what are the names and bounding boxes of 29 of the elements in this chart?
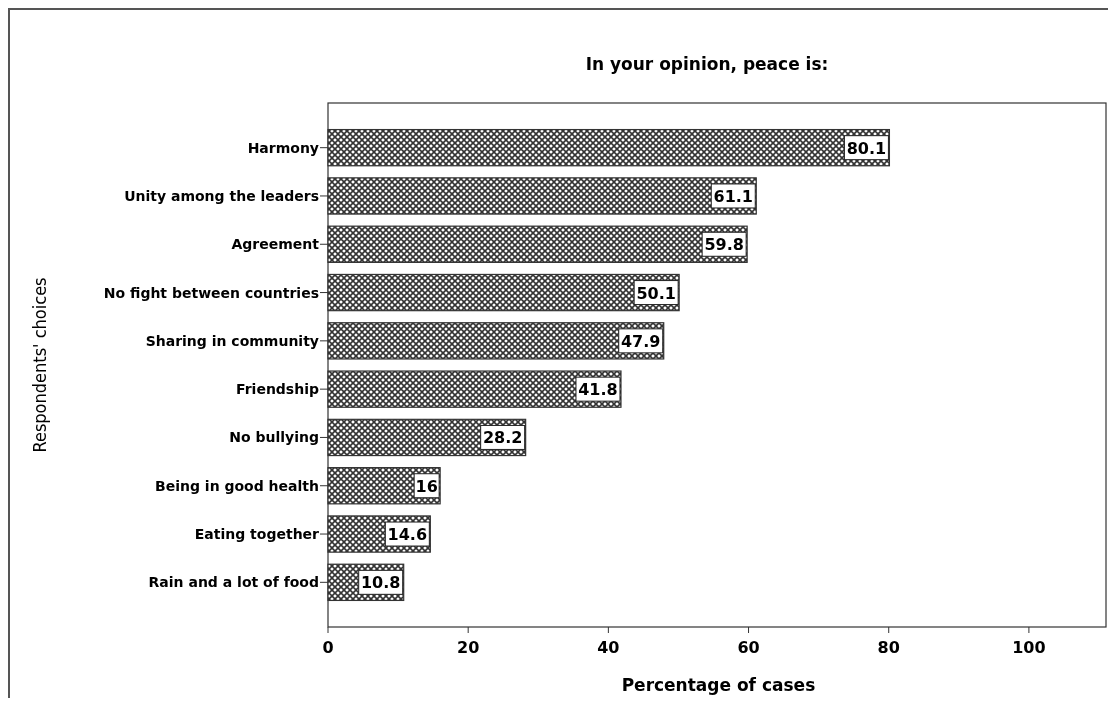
data-label: 14.6 [387,525,428,545]
y-tick-label: No fight between countries [103,284,319,301]
data-label: 10.8 [360,573,401,593]
x-tick-label: 100 [1012,638,1046,657]
x-tick-label: 40 [597,638,620,657]
data-label: 41.8 [578,380,618,400]
y-tick-label: Being in good health [155,477,319,494]
y-tick-label: No bullying [229,429,319,446]
y-tick-label: Sharing in community [145,332,319,349]
y-tick-label: Unity among the leaders [124,187,319,204]
y-tick-label: Harmony [247,139,319,156]
data-label: 50.1 [636,283,676,303]
data-label: 80.1 [846,138,887,158]
y-tick-label: Agreement [231,236,320,253]
data-label: 61.1 [713,186,753,206]
y-tick-label: Eating together [194,526,320,543]
y-tick-label: Rain and a lot of food [148,574,319,591]
y-axis-title: Respondents' choices [29,277,50,453]
x-tick-label: 60 [737,638,760,657]
data-label: 47.9 [620,331,661,351]
y-tick-label: Friendship [236,381,319,398]
data-label: 59.8 [704,235,744,255]
data-label: 28.2 [482,428,523,448]
x-tick-label: 80 [877,638,900,657]
chart-title: In your opinion, peace is: [585,54,829,74]
data-label: 16 [415,476,438,496]
x-tick-label: 20 [457,638,480,657]
x-tick-label: 0 [322,638,334,657]
x-axis-title: Percentage of cases [621,675,816,695]
